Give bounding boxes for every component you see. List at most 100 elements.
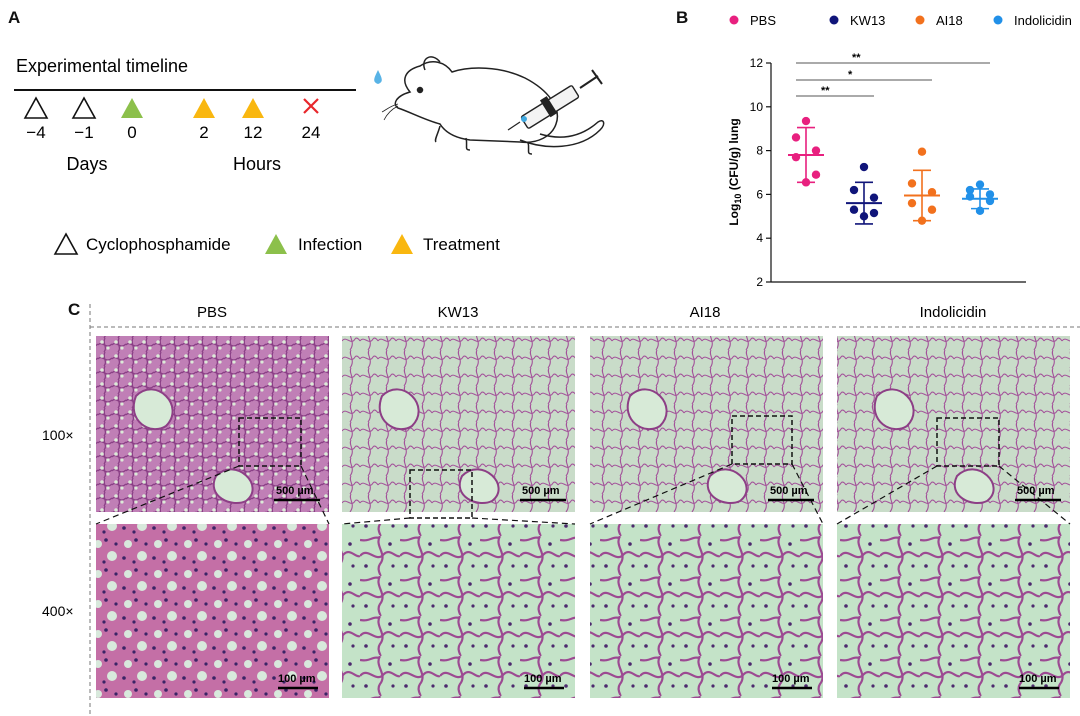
data-point [907,198,917,208]
scale-bar-label: 100 µm [278,673,316,685]
y-tick-label: 8 [756,144,763,158]
chart-axes: 2 4 6 8 10 12 [750,56,1026,289]
tick-label: −4 [26,123,45,142]
airway [626,388,668,431]
scale-bar-label: 100 µm [1019,673,1057,685]
scale-bar-label: 500 µm [770,485,808,497]
scale-bar-label: 100 µm [772,673,810,685]
data-point [965,185,975,195]
zoom-inset-box [238,417,302,467]
y-tick-label: 12 [750,56,764,70]
tick-label: 2 [199,123,208,142]
infection-marker [121,98,143,118]
data-point [791,152,801,162]
data-point [917,216,927,225]
zoom-inset-box [936,417,1000,467]
tick-label: 24 [302,123,321,142]
data-point [965,192,975,201]
airway [132,388,174,431]
column-header-indolicidin: Indolicidin [920,304,987,321]
timeline-title: Experimental timeline [16,56,188,76]
legend-label: AI18 [936,13,963,28]
zoom-connector [95,465,240,525]
row-label-400x: 400× [42,603,74,619]
legend-treatment: Treatment [423,235,500,254]
significance-brackets: ***** [796,52,990,97]
data-point [917,147,927,156]
treatment-marker [193,98,215,118]
airway [212,468,254,504]
data-point [927,188,937,197]
timeline-panel: Experimental timeline −4 −1 0 2 12 24 Da… [14,56,605,255]
zoom-inset-box [731,415,793,465]
micrograph-100x [96,336,329,512]
data-point [849,185,859,195]
data-points [788,116,998,225]
y-tick-label: 10 [750,100,764,114]
airway [953,468,995,504]
data-point [985,196,995,206]
legend-cyclophosphamide: Cyclophosphamide [86,235,231,254]
treatment-marker [242,98,264,118]
column-header-ai18: AI18 [690,304,721,321]
infection-legend-icon [265,234,287,254]
airway [706,468,748,504]
mouse-injection-illustration [381,56,605,155]
scale-bar-label: 500 µm [522,485,560,497]
data-point [975,180,985,189]
y-tick-label: 6 [756,187,763,201]
scale-bar-label: 500 µm [1017,485,1055,497]
data-point [975,206,985,216]
cyclophosphamide-legend-icon [53,232,79,255]
micrograph-400x [590,524,823,698]
hours-label: Hours [233,154,281,174]
tick-label: 0 [127,123,136,142]
legend-marker [829,15,839,25]
micrograph-400x [837,524,1070,698]
data-point [869,193,879,202]
legend-infection: Infection [298,235,362,254]
airway [458,468,500,504]
zoom-connector [791,463,824,525]
legend-marker [729,15,739,25]
zoom-connector [589,463,733,525]
cyclophosphamide-marker [23,96,49,119]
water-drop-icon [374,70,382,84]
data-point [859,162,869,172]
zoom-connector [471,517,576,525]
panel-letter-a: A [8,8,21,27]
zoom-connector [341,517,411,525]
scale-bar-label: 100 µm [524,673,562,685]
histology-panel: PBS KW13 AI18 Indolicidin 100× 400× 500 … [42,304,1080,716]
cyclophosphamide-marker [71,96,97,119]
data-point [859,212,869,221]
zoom-connector [300,465,330,525]
significance-label: ** [852,52,861,64]
days-label: Days [66,154,107,174]
micrograph-100x [590,336,823,512]
data-point [849,205,859,214]
scale-bar-label: 500 µm [276,485,314,497]
data-point [801,116,811,126]
legend-label: Indolicidin [1014,13,1072,28]
data-point [869,208,879,218]
panel-letter-b: B [676,8,689,27]
y-tick-label: 2 [756,275,763,289]
significance-label: ** [821,85,830,97]
column-header-pbs: PBS [197,304,227,321]
data-point [927,205,937,214]
y-axis-label: Log10 (CFU/g) lung [727,118,743,225]
data-point [801,178,811,187]
zoom-inset-box [409,469,473,519]
legend-marker [993,15,1003,25]
zoom-connector [998,465,1071,525]
legend-marker [915,15,925,25]
micrograph-100x [837,336,1070,512]
panel-letter-c: C [68,300,81,319]
treatment-legend-icon [391,234,413,254]
tick-label: −1 [74,123,93,142]
micrograph-400x [342,524,575,698]
tick-label: 12 [244,123,263,142]
data-point [811,146,821,155]
